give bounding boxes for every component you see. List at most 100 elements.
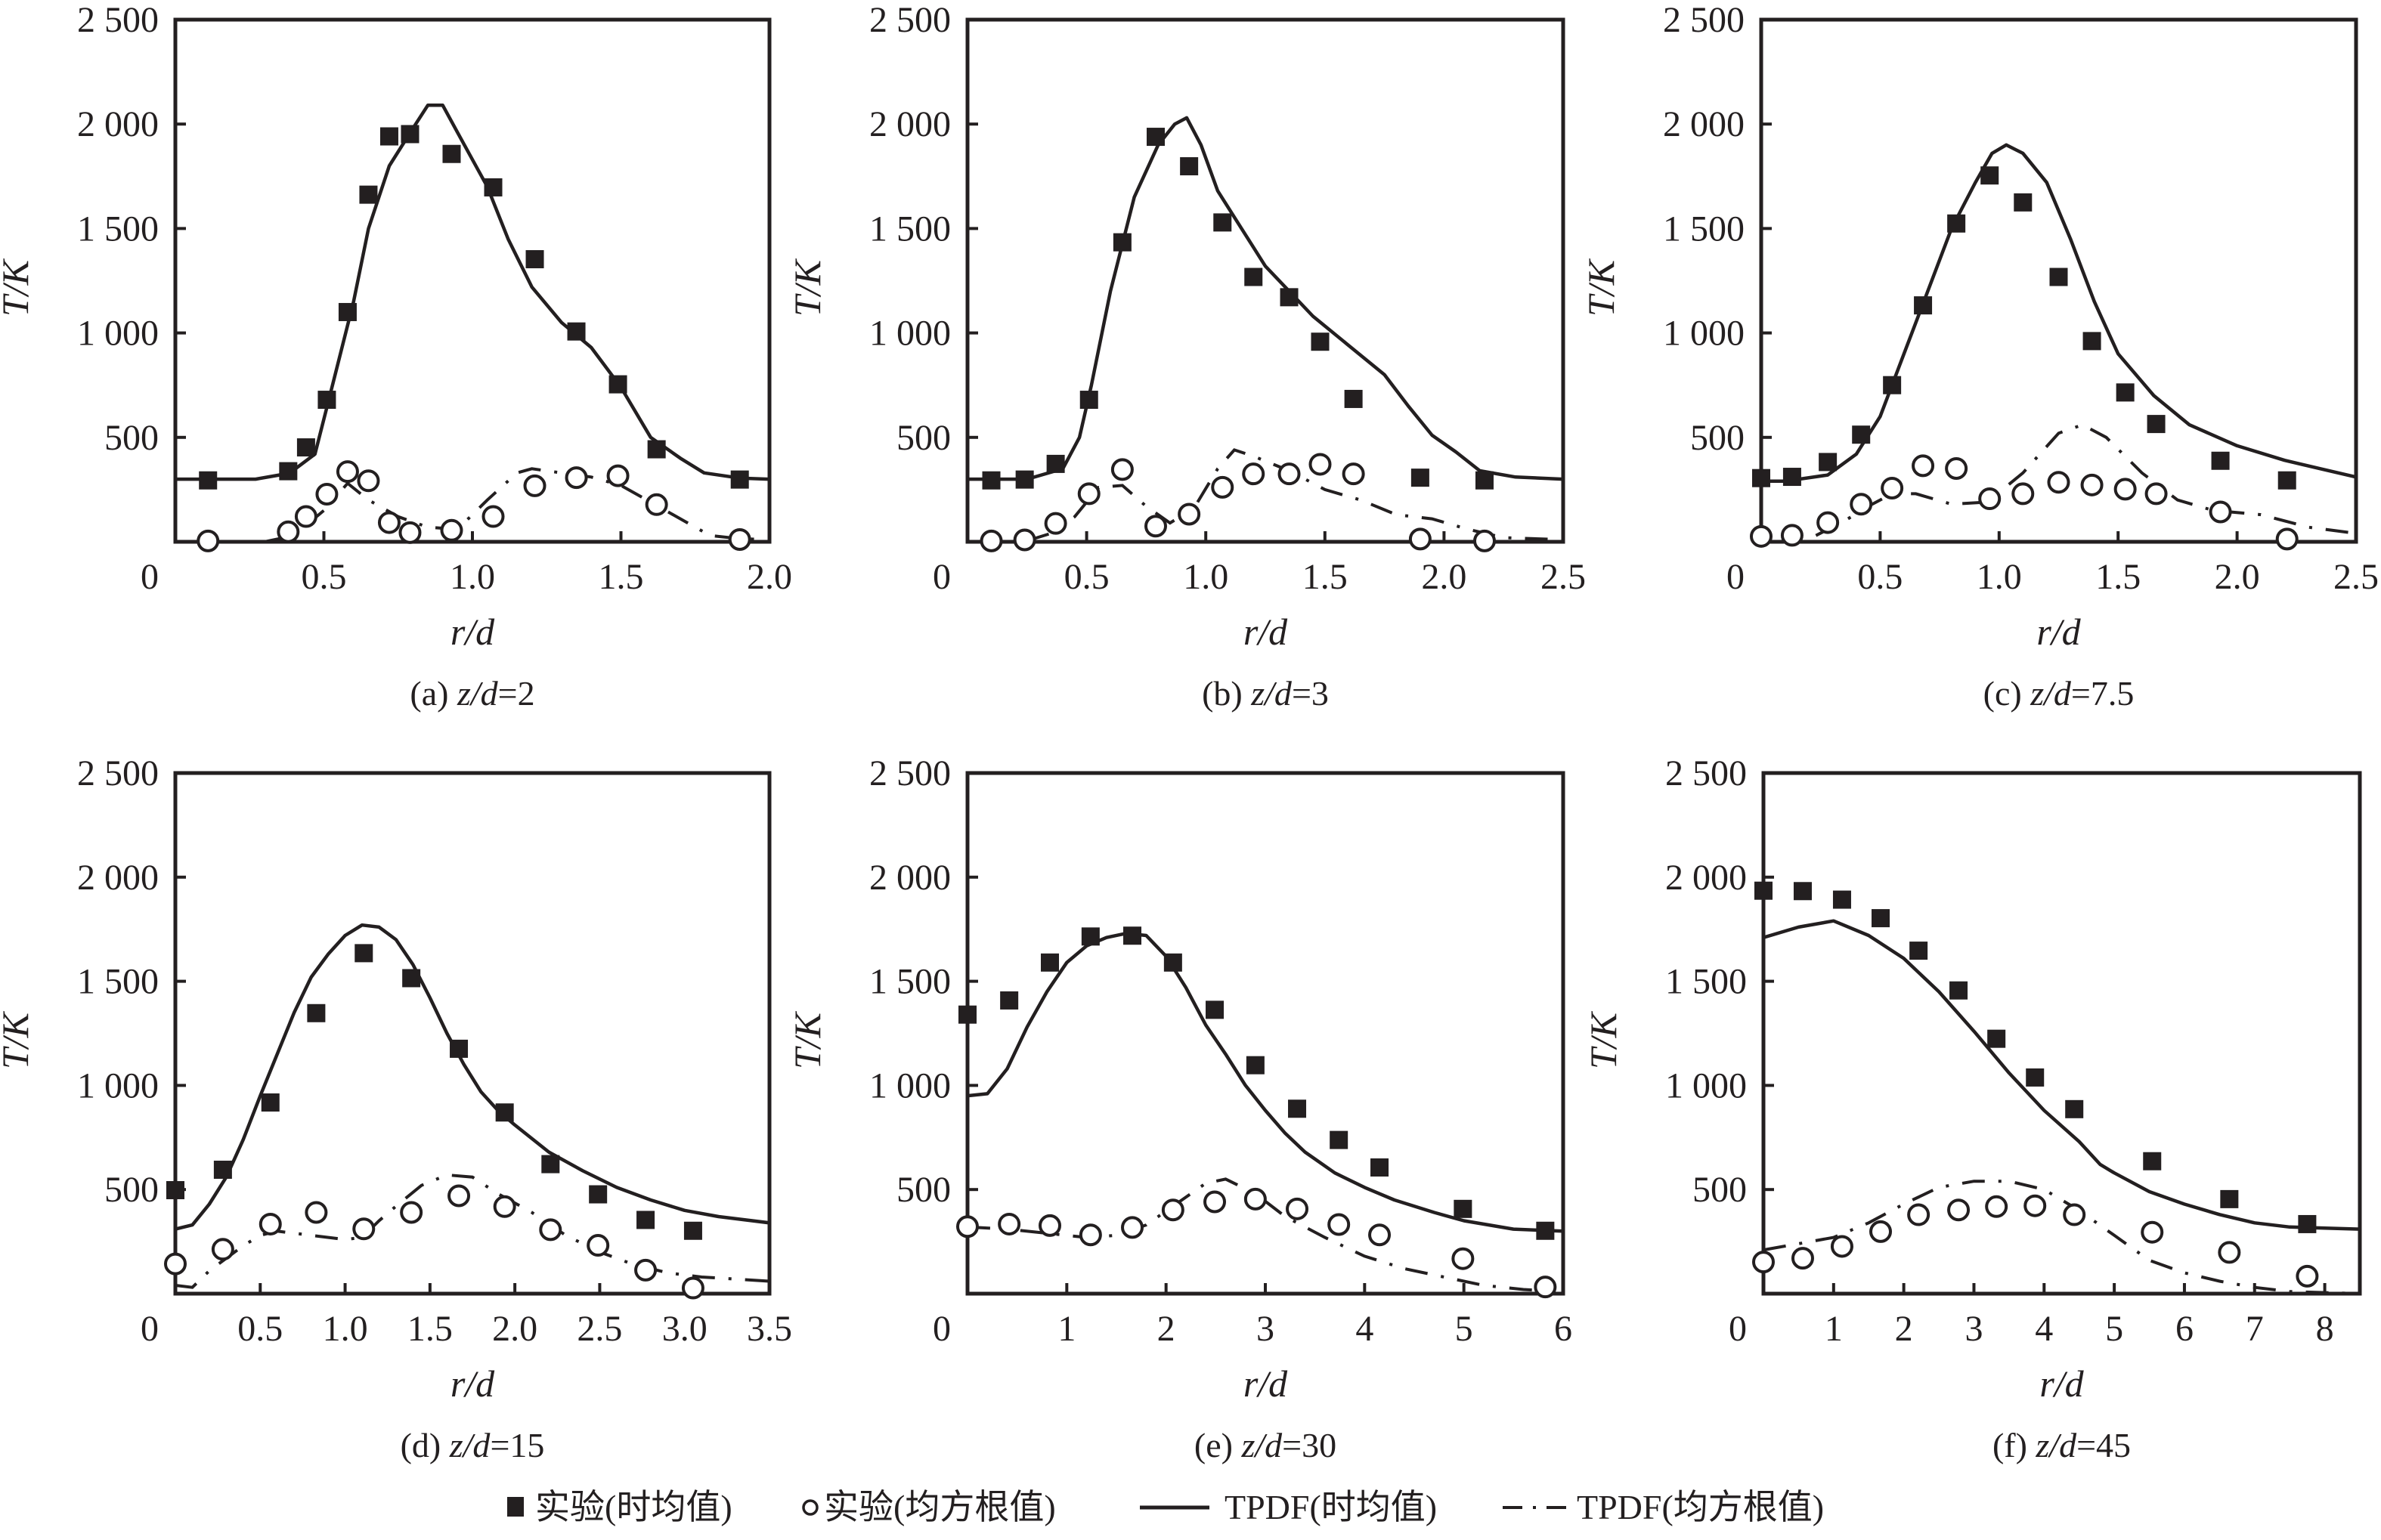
x-tick-label: 3.5 bbox=[747, 1309, 792, 1349]
exp-mean-point bbox=[1454, 1199, 1472, 1218]
y-tick-label: 1 000 bbox=[1665, 1065, 1747, 1106]
exp-rms-point bbox=[1881, 476, 1904, 499]
x-tick-label: 2 bbox=[1157, 1309, 1175, 1349]
y-tick-label: 500 bbox=[104, 1170, 159, 1210]
caption-variable: z/d bbox=[1250, 674, 1293, 713]
x-tick-label: 1 bbox=[1825, 1309, 1843, 1349]
exp-mean-point bbox=[1015, 470, 1034, 489]
caption-value: =7.5 bbox=[2071, 674, 2134, 713]
legend-label-tpdf-rms: TPDF(均方根值) bbox=[1577, 1488, 1824, 1526]
caption-value: =15 bbox=[490, 1426, 544, 1464]
exp-rms-point bbox=[681, 1276, 704, 1300]
exp-rms-point bbox=[211, 1238, 234, 1261]
y-tick-label: 2 000 bbox=[77, 104, 159, 144]
exp-mean-point bbox=[1180, 157, 1199, 176]
exp-rms-point bbox=[2080, 473, 2104, 496]
exp-mean-point bbox=[307, 1003, 326, 1022]
exp-rms-point bbox=[2144, 482, 2168, 506]
panel-caption: (c) z/d=7.5 bbox=[1983, 674, 2135, 713]
exp-mean-point bbox=[1079, 391, 1098, 410]
exp-rms-point bbox=[606, 464, 630, 487]
plot-frame bbox=[1759, 17, 2358, 544]
exp-rms-point bbox=[1472, 529, 1496, 552]
exp-mean-point bbox=[1852, 425, 1871, 444]
legend-label-exp-mean: 实验(时均值) bbox=[535, 1488, 732, 1526]
exp-rms-point bbox=[398, 521, 422, 544]
panel-caption: (a) z/d=2 bbox=[410, 674, 534, 713]
x-tick-label: 1.5 bbox=[599, 557, 644, 597]
exp-mean-point bbox=[199, 471, 218, 490]
exp-rms-point bbox=[2209, 500, 2232, 524]
exp-mean-point bbox=[495, 1103, 514, 1122]
exp-rms-point bbox=[1750, 524, 1773, 548]
exp-mean-point bbox=[2026, 1068, 2045, 1087]
legend-label-exp-rms: 实验(均方根值) bbox=[824, 1488, 1056, 1526]
exp-mean-point bbox=[1832, 890, 1851, 909]
plot-frame bbox=[1761, 771, 2362, 1296]
caption-prefix: (f) bbox=[1992, 1426, 2036, 1464]
exp-mean-point bbox=[1330, 1130, 1348, 1149]
exp-rms-point bbox=[645, 493, 668, 516]
legend-label-tpdf-mean: TPDF(时均值) bbox=[1225, 1488, 1437, 1526]
exp-rms-point bbox=[197, 529, 220, 552]
y-tick-label: 500 bbox=[896, 1170, 951, 1210]
exp-rms-point bbox=[493, 1195, 516, 1218]
x-tick-label: 4 bbox=[1355, 1309, 1373, 1349]
y-tick-label: 2 500 bbox=[869, 753, 951, 793]
exp-rms-point bbox=[1869, 1220, 1893, 1243]
tpdf-mean-line bbox=[1763, 919, 2360, 1231]
x-tick-label: 0.5 bbox=[1857, 557, 1903, 597]
exp-rms-point bbox=[1451, 1247, 1475, 1270]
exp-mean-point bbox=[2211, 451, 2230, 470]
y-tick-label: 1 500 bbox=[77, 209, 159, 249]
tpdf-mean-line bbox=[175, 923, 769, 1231]
y-tick-label: 1 500 bbox=[77, 962, 159, 1002]
exp-mean-point bbox=[1280, 288, 1299, 307]
exp-rms-point bbox=[1408, 527, 1432, 551]
exp-mean-point bbox=[359, 185, 378, 204]
x-tick-label: 1.0 bbox=[1977, 557, 2022, 597]
y-tick-label: 2 500 bbox=[77, 753, 159, 793]
y-tick-label: 500 bbox=[1690, 418, 1745, 458]
exp-rms-point bbox=[1978, 487, 2002, 511]
exp-mean-point bbox=[567, 322, 586, 341]
exp-mean-point bbox=[1311, 332, 1330, 351]
tpdf-rms-line bbox=[175, 1173, 769, 1289]
x-tick-label: 6 bbox=[2175, 1309, 2194, 1349]
caption-variable: z/d bbox=[2035, 1426, 2077, 1464]
exp-mean-point bbox=[1123, 926, 1142, 945]
exp-rms-point bbox=[352, 1217, 376, 1241]
caption-variable: z/d bbox=[1240, 1426, 1283, 1464]
y-tick-label: 1 000 bbox=[77, 314, 159, 354]
legend-open-circle-icon bbox=[802, 1499, 819, 1516]
x-tick-label: 0 bbox=[141, 557, 159, 597]
y-tick-label: 1 000 bbox=[869, 1065, 951, 1106]
exp-mean-point bbox=[2082, 332, 2101, 351]
exp-mean-point bbox=[1113, 233, 1132, 252]
x-tick-label: 2.0 bbox=[1421, 557, 1466, 597]
exp-rms-point bbox=[294, 505, 317, 528]
exp-mean-point bbox=[730, 470, 749, 489]
exp-mean-point bbox=[525, 250, 544, 269]
y-tick-label: 2 500 bbox=[77, 0, 159, 40]
x-tick-label: 1.0 bbox=[323, 1309, 368, 1349]
exp-mean-point bbox=[683, 1221, 702, 1240]
y-tick-label: 1 500 bbox=[869, 209, 951, 249]
y-tick-label: 500 bbox=[896, 418, 951, 458]
exp-mean-point bbox=[279, 462, 298, 481]
y-axis-title: T/K bbox=[1580, 258, 1622, 317]
caption-value: =3 bbox=[1292, 674, 1329, 713]
plot-frame bbox=[965, 771, 1565, 1296]
exp-mean-point bbox=[982, 471, 1001, 490]
caption-value: =2 bbox=[498, 674, 535, 713]
exp-rms-point bbox=[728, 527, 751, 551]
x-axis-title: r/d bbox=[1243, 611, 1288, 653]
exp-rms-point bbox=[2275, 527, 2299, 551]
exp-mean-point bbox=[1244, 267, 1263, 286]
exp-mean-point bbox=[1872, 909, 1890, 928]
exp-rms-point bbox=[1947, 1198, 1971, 1222]
exp-mean-point bbox=[1752, 468, 1770, 487]
y-tick-label: 2 500 bbox=[1663, 0, 1745, 40]
exp-mean-point bbox=[317, 391, 336, 410]
exp-rms-point bbox=[1327, 1213, 1351, 1236]
